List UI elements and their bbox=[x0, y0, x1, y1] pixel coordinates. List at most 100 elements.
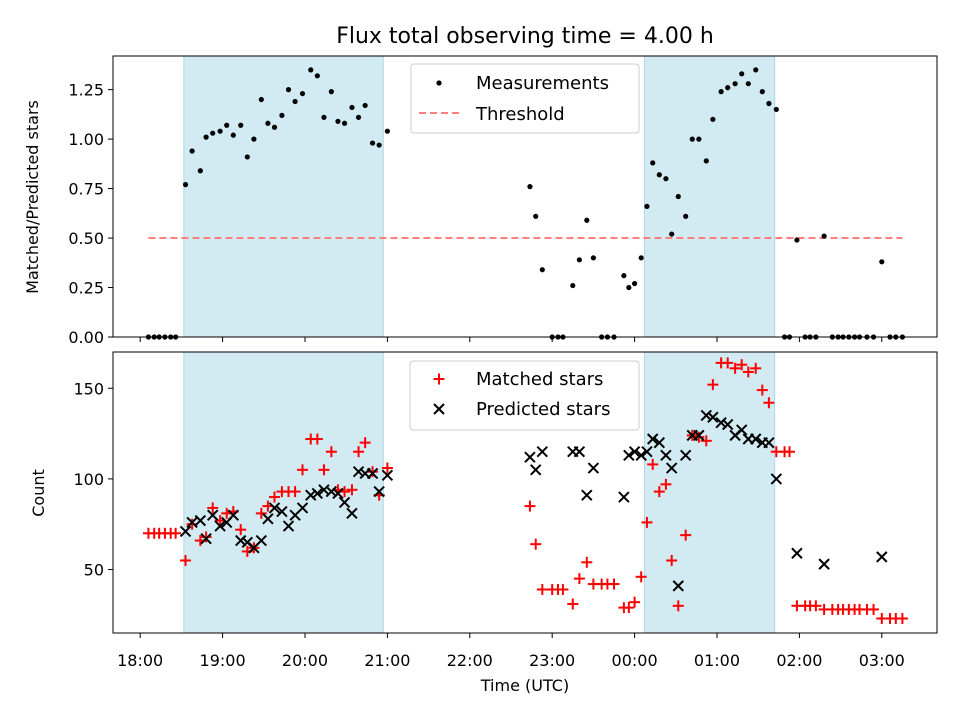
predicted-star-point-b bbox=[276, 505, 288, 518]
measurement-point bbox=[341, 120, 348, 126]
predicted-star-point bbox=[536, 446, 549, 458]
predicted-star-point bbox=[282, 520, 295, 532]
bottom-legend: Matched stars Predicted stars bbox=[409, 360, 640, 431]
measurement-point bbox=[285, 87, 292, 93]
predicted-star-point-b bbox=[206, 509, 219, 521]
predicted-star-point bbox=[763, 436, 775, 449]
matched-star-point bbox=[536, 583, 548, 595]
predicted-star-point bbox=[524, 451, 536, 463]
matched-star-point bbox=[680, 529, 692, 541]
measurement-point bbox=[759, 89, 765, 95]
measurement-point bbox=[362, 102, 368, 109]
measurement-point bbox=[314, 73, 320, 79]
bottom-x-axis-ticks: 18:00 19:00 20:00 21:00 22:00 23:00 00:00 01:00… bbox=[117, 633, 905, 670]
measurement-point bbox=[197, 168, 203, 174]
x-tick-label: 03:00 bbox=[859, 651, 905, 670]
measurement-point bbox=[533, 213, 539, 219]
x-tick-label: 01:00 bbox=[694, 651, 740, 670]
matched-star-point bbox=[297, 464, 309, 476]
measurement-point bbox=[224, 122, 230, 128]
predicted-star-point-b bbox=[524, 451, 536, 463]
matched-star-point bbox=[180, 554, 192, 566]
predicted-star-point bbox=[721, 418, 734, 431]
predicted-star-point bbox=[200, 533, 212, 545]
measurement-point bbox=[710, 116, 716, 122]
measurement-point bbox=[638, 255, 644, 261]
predicted-star-point-b bbox=[305, 489, 317, 501]
bottom-y-tick-label: 100 bbox=[73, 470, 104, 489]
shaded-interval bbox=[183, 55, 384, 338]
predicted-star-point-b bbox=[194, 514, 207, 527]
predicted-star-point bbox=[587, 462, 600, 474]
predicted-star-point bbox=[214, 520, 226, 532]
matched-star-point bbox=[353, 446, 365, 458]
matched-star-point bbox=[367, 466, 379, 478]
top-shaded-intervals bbox=[183, 55, 776, 338]
predicted-star-point bbox=[262, 513, 274, 525]
measurement-point bbox=[725, 85, 731, 91]
measurement-point bbox=[328, 89, 334, 95]
bottom-y-axis-label: Count bbox=[29, 469, 48, 517]
matched-star-point bbox=[200, 531, 212, 543]
measurement-point bbox=[732, 81, 738, 87]
top-y-tick-label: 1.00 bbox=[68, 130, 104, 149]
predicted-star-point-b bbox=[721, 418, 734, 431]
measurement-point bbox=[527, 184, 533, 190]
matched-star-point bbox=[750, 362, 762, 374]
measurement-point bbox=[279, 112, 285, 118]
predicted-star-point bbox=[653, 436, 666, 449]
measurement-point bbox=[576, 257, 582, 263]
measurement-point bbox=[189, 148, 195, 154]
measurement-point bbox=[703, 158, 709, 164]
measurement-point bbox=[349, 104, 355, 111]
predicted-star-point bbox=[641, 446, 653, 458]
predicted-star-point-b bbox=[573, 446, 586, 458]
predicted-star-point-b bbox=[641, 446, 653, 458]
measurement-point bbox=[689, 136, 695, 142]
measurement-point bbox=[355, 114, 362, 120]
measurement-point bbox=[244, 154, 250, 160]
top-x-axis-ticks bbox=[139, 337, 883, 342]
predicted-star-point bbox=[194, 514, 207, 527]
predicted-star-point-b bbox=[618, 491, 630, 503]
predicted-star-point bbox=[715, 416, 727, 429]
legend-predicted-label: Predicted stars bbox=[476, 399, 610, 420]
predicted-star-point-b bbox=[332, 487, 344, 500]
measurement-point bbox=[650, 160, 656, 166]
predicted-star-point bbox=[581, 489, 593, 501]
matched-star-point bbox=[524, 500, 536, 512]
top-legend: Measurements Threshold bbox=[410, 63, 640, 134]
measurement-point bbox=[753, 67, 759, 73]
matched-star-point bbox=[530, 538, 542, 550]
bottom-y-tick-label: 50 bbox=[84, 561, 104, 580]
x-tick-label: 21:00 bbox=[364, 651, 410, 670]
legend-cross-glyph-b bbox=[433, 403, 445, 415]
matched-star-point bbox=[763, 397, 775, 409]
predicted-star-point-b bbox=[366, 467, 379, 480]
matched-star-point bbox=[608, 578, 620, 590]
predicted-star-point bbox=[770, 473, 783, 485]
predicted-star-point-b bbox=[296, 502, 309, 514]
matched-star-point bbox=[269, 491, 281, 503]
shaded-interval bbox=[643, 351, 776, 634]
matched-star-point bbox=[325, 446, 337, 458]
matched-star-point bbox=[170, 527, 182, 539]
measurement-point bbox=[217, 128, 223, 134]
measurement-point bbox=[238, 122, 244, 128]
matched-star-point bbox=[666, 554, 678, 566]
measurement-point bbox=[369, 140, 376, 146]
measurement-point bbox=[821, 233, 827, 239]
predicted-star-point bbox=[186, 516, 198, 529]
measurement-points bbox=[145, 67, 905, 340]
matched-star-point bbox=[700, 435, 712, 447]
predicted-star-point bbox=[325, 485, 338, 498]
matched-star-point bbox=[581, 556, 593, 568]
predicted-star-point bbox=[179, 525, 192, 538]
matched-star-point bbox=[707, 379, 719, 391]
measurement-point bbox=[230, 132, 236, 138]
measurement-point bbox=[384, 128, 390, 134]
predicted-star-point bbox=[736, 424, 748, 436]
matched-star-point bbox=[359, 437, 371, 449]
legend-plus-glyph bbox=[433, 373, 445, 385]
predicted-star-point bbox=[352, 465, 365, 478]
